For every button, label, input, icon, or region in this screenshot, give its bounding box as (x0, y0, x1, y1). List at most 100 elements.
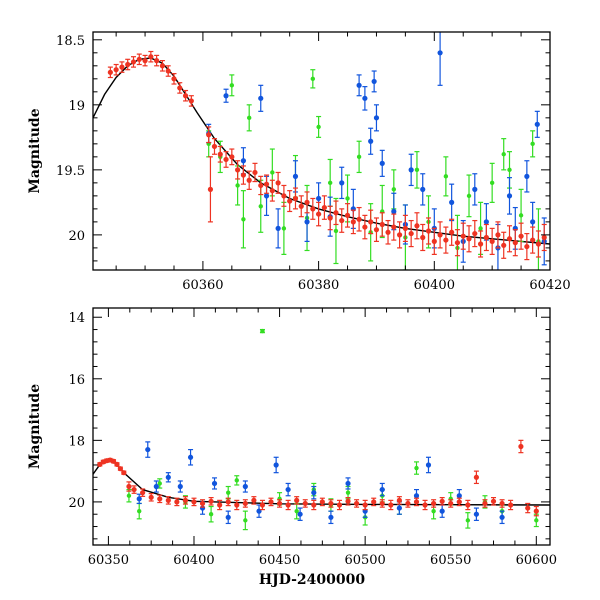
plot-frame (92, 31, 551, 271)
x-tick-label: 60400 (414, 278, 455, 293)
data-point-red (482, 500, 488, 507)
data-point-red (182, 93, 189, 99)
data-point-red (319, 499, 325, 505)
data-point-red (229, 154, 235, 160)
data-point-red (285, 502, 291, 508)
data-point-red (420, 234, 426, 241)
data-point-green (294, 508, 299, 514)
data-point-blue (456, 493, 462, 499)
data-point-green (345, 196, 350, 201)
data-point-green (260, 328, 265, 334)
data-point-blue (240, 158, 247, 164)
data-point-blue (177, 483, 183, 490)
data-point-red (425, 228, 432, 234)
data-point-red (350, 219, 356, 225)
plot-frame (92, 307, 551, 546)
data-point-red (379, 500, 385, 507)
data-point-green (391, 187, 397, 192)
data-point-red (490, 498, 497, 504)
data-point-green (534, 518, 539, 523)
data-point-blue (425, 462, 432, 468)
data-point-red (431, 500, 437, 507)
data-point-green (258, 204, 263, 209)
data-point-red (242, 500, 248, 507)
data-point-red (327, 215, 333, 221)
data-point-green (246, 115, 252, 121)
data-point-red (275, 180, 281, 186)
data-point-red (223, 156, 229, 163)
data-point-blue (408, 167, 414, 173)
data-point-blue (311, 490, 317, 496)
data-point-red (391, 224, 397, 230)
data-point-green (345, 490, 351, 495)
data-point-blue (339, 180, 345, 186)
data-point-green (241, 217, 246, 222)
plot-area (93, 32, 550, 270)
data-point-blue (153, 483, 159, 490)
data-point-red (235, 167, 241, 173)
data-point-red (414, 223, 420, 229)
data-point-red (396, 497, 402, 503)
y-tick-label: 20 (68, 496, 85, 511)
data-point-red (252, 169, 258, 176)
x-tick-label: 60500 (344, 553, 385, 568)
y-tick-label: 18.5 (56, 34, 85, 49)
data-point-red (294, 497, 300, 503)
data-point-blue (258, 95, 264, 101)
data-point-blue (356, 82, 362, 88)
data-point-green (235, 183, 240, 188)
data-point-red (321, 204, 327, 211)
data-point-red (466, 236, 472, 242)
data-point-blue (420, 186, 426, 192)
series-green (206, 69, 541, 270)
data-point-red (157, 496, 163, 502)
data-point-red (465, 502, 471, 508)
data-point-red (281, 193, 287, 199)
data-point-green (316, 124, 321, 130)
data-point-red (174, 499, 180, 505)
data-point-green (226, 490, 231, 495)
bottom-panel: 60350 60400 60450 60500 60550 60600 14 16 18 20 Ma… (27, 307, 557, 568)
data-point-red (431, 238, 437, 244)
data-point-red (269, 188, 275, 194)
top-panel: 60360 60380 60400 60420 18.5 19 19.5 20 Magnitud… (27, 31, 571, 293)
series-blue (136, 441, 505, 525)
data-point-red (460, 233, 466, 239)
data-point-red (119, 64, 125, 70)
data-point-red (292, 195, 299, 202)
data-point-blue (304, 219, 310, 225)
data-point-red (506, 236, 513, 242)
data-point-red (259, 502, 266, 508)
data-point-red (125, 61, 131, 68)
data-point-blue (472, 186, 478, 192)
data-point-red (136, 56, 142, 62)
data-point-green (414, 465, 419, 471)
data-point-red (171, 76, 177, 82)
y-tick-label: 14 (68, 311, 85, 326)
data-point-green (478, 226, 483, 231)
data-point-red (413, 499, 420, 505)
data-point-red (344, 212, 351, 218)
data-point-red (287, 198, 293, 204)
data-point-red (177, 85, 183, 91)
data-point-red (148, 494, 154, 500)
data-point-red (448, 500, 454, 507)
data-point-blue (439, 508, 445, 514)
data-point-red (477, 241, 484, 247)
data-point-red (408, 230, 414, 237)
series-red (97, 439, 539, 517)
data-point-green (234, 478, 239, 483)
data-point-red (159, 63, 166, 69)
data-point-red (148, 54, 154, 60)
data-point-red (339, 217, 345, 224)
x-tick-label: 60350 (88, 553, 129, 568)
x-tick-label: 60450 (259, 553, 300, 568)
data-point-red (439, 498, 445, 504)
data-point-red (353, 500, 360, 507)
y-tick-label: 19 (68, 99, 85, 114)
data-point-blue (165, 474, 171, 480)
data-point-red (501, 242, 507, 248)
data-point-red (362, 224, 368, 230)
x-tick-label: 60380 (298, 278, 339, 293)
data-point-blue (223, 93, 229, 99)
